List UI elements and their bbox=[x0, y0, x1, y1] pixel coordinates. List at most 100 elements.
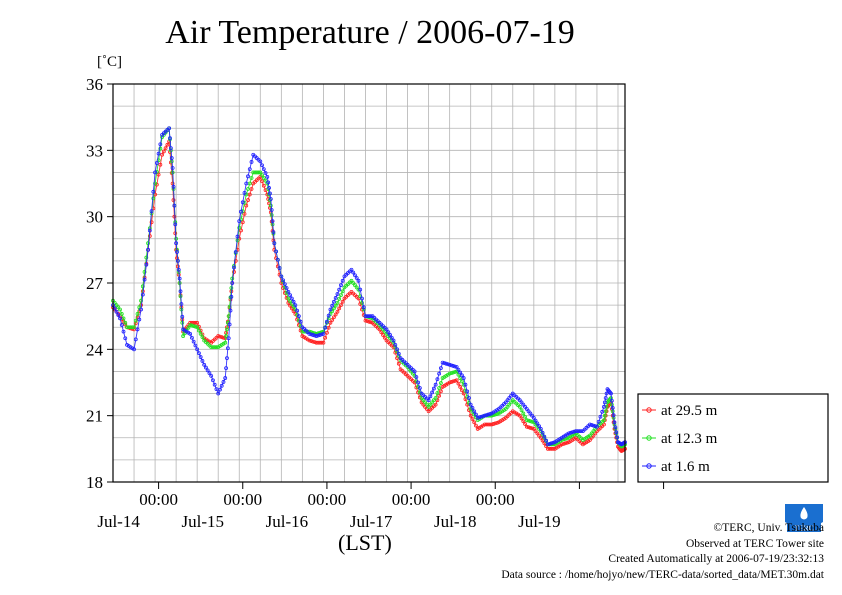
data-point bbox=[433, 402, 438, 407]
data-point bbox=[319, 332, 324, 337]
data-point bbox=[325, 330, 329, 335]
data-point bbox=[340, 289, 345, 294]
data-point bbox=[361, 305, 366, 310]
data-point bbox=[132, 325, 136, 330]
data-point bbox=[337, 297, 342, 301]
data-point bbox=[319, 340, 324, 345]
data-point bbox=[600, 409, 605, 414]
data-point bbox=[221, 335, 226, 340]
x-time-label: 00:00 bbox=[308, 490, 347, 509]
data-point bbox=[258, 170, 263, 175]
data-point bbox=[147, 228, 152, 233]
data-point bbox=[521, 411, 526, 416]
data-point bbox=[123, 336, 128, 341]
data-point bbox=[218, 334, 222, 339]
data-point bbox=[528, 425, 533, 430]
data-point bbox=[242, 190, 247, 195]
data-point bbox=[340, 278, 345, 283]
data-point bbox=[328, 320, 333, 325]
data-point bbox=[610, 406, 615, 410]
series-2 bbox=[111, 126, 627, 449]
data-point bbox=[149, 220, 154, 225]
data-point bbox=[267, 186, 271, 190]
data-point bbox=[295, 308, 300, 313]
data-point bbox=[123, 320, 128, 325]
data-point bbox=[277, 266, 282, 270]
copyright-text: ©TERC, Univ. Tsukuba bbox=[713, 522, 824, 534]
data-point bbox=[561, 441, 566, 446]
data-point bbox=[524, 418, 529, 422]
data-point bbox=[224, 334, 228, 338]
data-point bbox=[603, 396, 608, 400]
data-point bbox=[270, 219, 275, 223]
data-point bbox=[589, 423, 594, 427]
data-point bbox=[249, 187, 254, 191]
data-point bbox=[531, 415, 536, 420]
data-point bbox=[614, 430, 619, 435]
data-point bbox=[179, 302, 184, 306]
data-point bbox=[173, 222, 178, 227]
data-point bbox=[384, 327, 389, 332]
data-point bbox=[229, 294, 234, 299]
data-point bbox=[430, 390, 435, 395]
data-point bbox=[214, 345, 219, 350]
data-point bbox=[171, 198, 176, 202]
data-point bbox=[535, 421, 540, 426]
data-point bbox=[135, 312, 140, 316]
data-point bbox=[326, 325, 331, 330]
legend-label: at 29.5 m bbox=[661, 403, 718, 419]
data-point bbox=[595, 424, 599, 429]
data-point bbox=[451, 364, 456, 368]
data-point bbox=[482, 422, 487, 427]
data-point bbox=[330, 318, 335, 322]
data-point bbox=[333, 296, 338, 300]
data-point bbox=[242, 212, 247, 216]
data-point bbox=[161, 149, 166, 154]
data-point bbox=[451, 370, 456, 375]
data-point bbox=[275, 257, 280, 262]
x-date-label: Jul-15 bbox=[182, 512, 225, 531]
data-point bbox=[237, 225, 242, 230]
data-point bbox=[232, 265, 236, 270]
data-point bbox=[465, 389, 470, 394]
data-point bbox=[284, 286, 289, 290]
data-source-text: Data source : /home/hojyo/new/TERC-data/… bbox=[501, 568, 824, 581]
data-point bbox=[168, 136, 172, 141]
data-point bbox=[388, 333, 392, 337]
data-point bbox=[526, 425, 531, 430]
data-point bbox=[533, 418, 538, 423]
data-point bbox=[228, 308, 233, 313]
data-point bbox=[154, 161, 159, 165]
data-point bbox=[333, 312, 338, 317]
data-point bbox=[526, 418, 531, 423]
data-point bbox=[321, 340, 326, 345]
data-point bbox=[170, 166, 175, 170]
data-point bbox=[367, 314, 371, 319]
data-point bbox=[367, 319, 371, 324]
data-point bbox=[296, 314, 301, 319]
data-point bbox=[223, 340, 228, 345]
data-point bbox=[177, 276, 182, 281]
data-point bbox=[249, 160, 254, 164]
data-point bbox=[316, 340, 321, 345]
x-date-label: Jul-14 bbox=[97, 512, 140, 531]
data-point bbox=[472, 409, 477, 414]
data-point bbox=[167, 126, 172, 131]
data-point bbox=[495, 420, 499, 425]
data-point bbox=[491, 422, 496, 426]
data-point bbox=[456, 381, 461, 386]
series-1 bbox=[111, 139, 627, 453]
y-tick-label: 27 bbox=[86, 274, 104, 293]
data-point bbox=[358, 287, 363, 292]
data-point bbox=[353, 273, 357, 278]
data-point bbox=[449, 363, 454, 368]
data-point bbox=[191, 339, 196, 344]
data-point bbox=[337, 287, 342, 292]
data-point bbox=[328, 307, 333, 312]
data-point bbox=[116, 313, 121, 317]
data-point bbox=[193, 324, 198, 329]
data-point bbox=[153, 170, 157, 175]
data-point bbox=[426, 398, 431, 403]
data-point bbox=[274, 249, 278, 254]
data-point bbox=[272, 241, 277, 246]
